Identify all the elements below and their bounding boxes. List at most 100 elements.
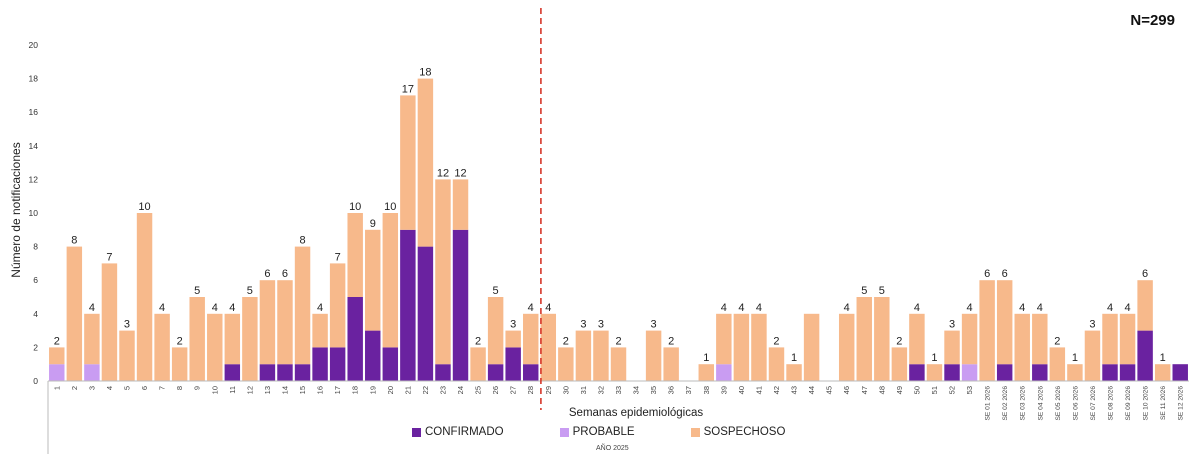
bar-total-label: 12 (437, 167, 449, 179)
bar-segment-sospechoso (645, 330, 662, 381)
bar-total-label: 6 (1002, 268, 1008, 280)
total-n-label: N=299 (1130, 12, 1175, 29)
bar-total-label: 2 (177, 335, 183, 347)
bar-segment-confirmado (452, 229, 469, 381)
bar-segment-sospechoso (768, 347, 785, 381)
bar-total-label: 2 (896, 335, 902, 347)
bar-segment-sospechoso (716, 313, 732, 365)
x-tick-label: 24 (456, 386, 465, 394)
x-tick-label: 52 (948, 386, 957, 394)
bar-segment-sospechoso (365, 229, 381, 331)
bar-total-label: 4 (89, 302, 95, 314)
bar-segment-sospechoso (277, 280, 293, 365)
x-tick-label: 41 (754, 386, 763, 394)
bar-segment-sospechoso (786, 364, 802, 381)
bar-total-label: 3 (949, 319, 955, 331)
bar-total-label: 4 (528, 302, 534, 314)
bar-segment-confirmado (347, 297, 363, 381)
bar-segment-sospechoso (593, 330, 609, 381)
bar-segment-confirmado (277, 364, 293, 381)
x-tick-label: SE 11 2026 (1160, 386, 1167, 420)
bar-segment-confirmado (329, 347, 346, 381)
x-tick-label: SE 07 2026 (1090, 386, 1097, 421)
bars-group (49, 78, 1188, 381)
x-tick-label: SE 03 2026 (1020, 386, 1027, 421)
x-tick-label: 23 (438, 386, 447, 394)
bar-segment-sospechoso (400, 95, 416, 230)
bar-total-label: 4 (317, 302, 323, 314)
bar-segment-sospechoso (961, 313, 978, 365)
x-tick-label: 22 (421, 386, 430, 394)
bar-segment-sospechoso (101, 263, 118, 381)
bar-total-label: 2 (668, 335, 674, 347)
bar-segment-confirmado (523, 364, 539, 381)
bar-total-label: 4 (1107, 302, 1113, 314)
year-subtitle: AÑO 2025 (596, 445, 629, 452)
bar-segment-sospechoso (891, 347, 908, 381)
x-tick-label: 32 (596, 386, 605, 394)
legend: CONFIRMADO PROBABLE SOSPECHOSO (412, 426, 785, 438)
bar-total-label: 3 (580, 319, 586, 331)
x-tick-label: 11 (228, 386, 237, 394)
bar-segment-confirmado (505, 347, 521, 381)
x-tick-label: 2 (70, 386, 79, 390)
bar-total-label: 5 (861, 285, 867, 297)
x-tick-label: 51 (930, 386, 939, 394)
bar-total-label: 8 (299, 235, 305, 247)
bar-segment-sospechoso (926, 364, 943, 381)
y-tick-label: 18 (29, 74, 39, 84)
bar-segment-confirmado (996, 364, 1013, 381)
x-tick-label: 43 (790, 386, 799, 394)
x-tick-label: 28 (526, 386, 535, 394)
bar-total-label: 5 (194, 285, 200, 297)
x-tick-label: 4 (105, 386, 114, 390)
bar-segment-confirmado (1032, 364, 1048, 381)
x-tick-label: 38 (702, 386, 711, 394)
x-tick-label: 27 (509, 386, 518, 394)
bar-total-label: 2 (1054, 335, 1060, 347)
bar-total-label: 8 (71, 235, 77, 247)
x-tick-label: 13 (263, 386, 272, 394)
bar-total-label: 4 (212, 302, 218, 314)
y-tick-label: 8 (33, 242, 38, 252)
x-tick-label: 35 (649, 386, 658, 394)
x-tick-label: 21 (403, 386, 412, 394)
x-tick-label: 25 (474, 386, 483, 394)
bar-segment-sospechoso (329, 263, 346, 348)
x-tick-label: SE 02 2026 (1002, 386, 1009, 421)
bar-total-label: 1 (1160, 352, 1166, 364)
bar-segment-confirmado (1102, 364, 1118, 381)
bar-segment-sospechoso (294, 246, 311, 365)
x-tick-label: SE 01 2026 (985, 386, 992, 421)
bar-total-label: 10 (138, 201, 150, 213)
bar-total-label: 4 (738, 302, 744, 314)
bar-segment-sospechoso (663, 347, 679, 381)
bar-segment-confirmado (365, 330, 381, 381)
x-tick-label: SE 04 2026 (1037, 386, 1044, 421)
bar-segment-sospechoso (154, 313, 170, 381)
bar-segment-confirmado (1172, 364, 1188, 381)
bar-total-label: 7 (106, 251, 112, 263)
y-tick-label: 14 (29, 141, 39, 151)
x-tick-label: 10 (210, 386, 219, 394)
bar-segment-sospechoso (1084, 330, 1101, 381)
bar-total-label: 9 (370, 218, 376, 230)
bar-segment-sospechoso (189, 297, 205, 381)
bar-total-label: 4 (1124, 302, 1130, 314)
bar-segment-confirmado (909, 364, 925, 381)
x-tick-label: 44 (807, 386, 816, 394)
y-tick-label: 2 (33, 342, 38, 352)
bar-total-label: 4 (1019, 302, 1025, 314)
x-tick-label: SE 08 2026 (1108, 386, 1115, 421)
x-tick-label: SE 06 2026 (1072, 386, 1079, 421)
bar-segment-confirmado (400, 229, 416, 381)
x-tick-label: 33 (614, 386, 623, 394)
x-tick-label: 30 (561, 386, 570, 394)
legend-swatch-confirmado (412, 427, 421, 437)
x-tick-label: 31 (579, 386, 588, 394)
bar-segment-sospechoso (979, 280, 995, 381)
x-tick-label: 42 (772, 386, 781, 394)
bar-total-label: 3 (124, 319, 130, 331)
bar-total-label: 1 (1072, 352, 1078, 364)
